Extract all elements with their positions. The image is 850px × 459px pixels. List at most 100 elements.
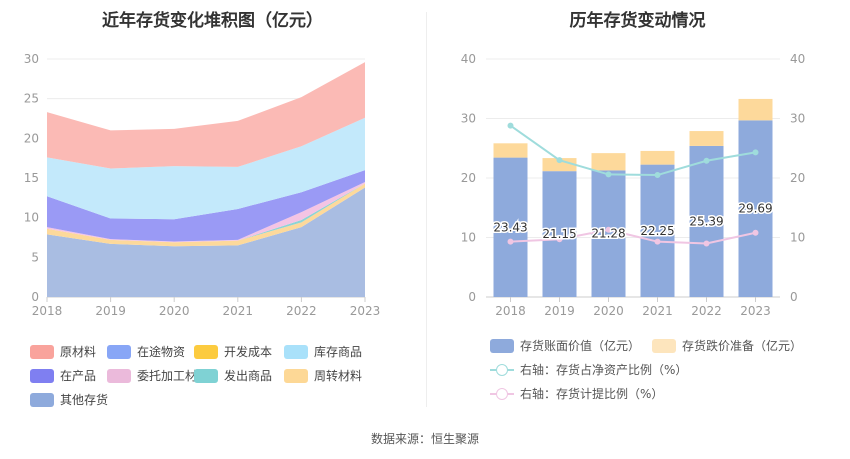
left-legend-item[interactable]: 开发成本 [194,343,272,360]
bar-value-label: 21.15 [542,227,576,241]
bar-value-label: 23.43 [493,220,527,234]
line-point [703,240,710,247]
line-point [507,238,514,245]
bar-存货账面价值（亿元） [591,170,626,297]
right-x-tick-label: 2023 [740,304,771,318]
bar-value-label: 22.25 [640,224,674,238]
legend-label: 存货跌价准备（亿元） [682,339,803,353]
right-y2-tick-label: 20 [790,171,805,185]
right-y2-tick-label: 40 [790,52,805,66]
legend-swatch [490,387,514,401]
left-x-tick-label: 2019 [95,304,126,318]
left-legend-item[interactable]: 其他存货 [30,391,108,408]
line-point [556,157,563,164]
left-legend-item[interactable]: 发出商品 [194,367,272,384]
right-y-tick-label: 0 [468,290,476,304]
right-chart-title: 历年存货变动情况 [569,11,706,31]
legend-swatch [30,392,54,407]
legend-label: 在产品 [60,369,97,383]
area-series-周转材料 [47,183,365,247]
left-legend-item[interactable]: 原材料 [30,343,96,360]
legend-label: 其他存货 [60,393,109,407]
bar-存货账面价值（亿元） [640,164,675,297]
legend-swatch [30,344,54,359]
legend-swatch [284,344,308,359]
legend-label: 存货账面价值（亿元） [520,339,641,353]
right-legend-item[interactable]: 右轴：存货占净资产比例（%） [490,361,687,378]
bar-存货账面价值（亿元） [689,145,724,297]
left-y-tick-label: 0 [31,290,39,304]
line-point [507,122,514,129]
right-y2-tick-label: 30 [790,112,805,126]
panel-divider [426,12,427,407]
left-x-tick-label: 2021 [223,304,254,318]
right-x-tick-label: 2020 [593,304,624,318]
legend-swatch [107,344,131,359]
line-point [703,157,710,164]
left-legend-item[interactable]: 在途物资 [107,343,185,360]
legend-label: 右轴：存货计提比例（%） [520,387,664,401]
left-legend-item[interactable]: 周转材料 [284,367,362,384]
left-y-tick-label: 15 [24,171,39,185]
area-series-其他存货 [47,187,365,297]
line-point [654,172,661,179]
legend-swatch [107,368,131,383]
left-legend-item[interactable]: 库存商品 [284,343,362,360]
right-x-tick-label: 2019 [544,304,575,318]
bar-value-label: 21.28 [591,227,625,241]
line-point [556,236,563,243]
bar-存货跌价准备（亿元） [591,153,626,171]
left-y-tick-label: 20 [24,131,39,145]
legend-label: 右轴：存货占净资产比例（%） [520,363,688,377]
left-y-tick-label: 10 [24,211,39,225]
area-series-库存商品 [47,117,365,220]
bar-存货账面价值（亿元） [542,171,577,297]
legend-label: 周转材料 [314,369,363,383]
area-series-原材料 [47,62,365,169]
right-x-tick-label: 2021 [642,304,673,318]
right-y2-tick-label: 10 [790,231,805,245]
left-legend-item[interactable]: 在产品 [30,367,96,384]
bar-value-label: 25.39 [689,214,723,228]
right-x-tick-label: 2022 [691,304,722,318]
area-series-在产品 [47,170,365,242]
data-source-note: 数据来源：恒生聚源 [370,432,479,446]
left-x-tick-label: 2018 [32,304,63,318]
left-x-tick-label: 2020 [159,304,190,318]
legend-label: 委托加工材料 [137,369,210,383]
line-point [605,171,612,178]
line-point [605,226,612,233]
legend-label: 原材料 [60,345,97,359]
left-chart-title: 近年存货变化堆积图（亿元） [102,11,323,31]
bar-存货跌价准备（亿元） [640,150,675,165]
line-point [654,238,661,245]
left-x-tick-label: 2023 [350,304,381,318]
legend-label: 发出商品 [224,369,273,383]
bar-存货跌价准备（亿元） [493,143,528,158]
line-右轴：存货占净资产比例（%） [509,124,756,177]
right-x-tick-label: 2018 [495,304,526,318]
right-y-tick-label: 10 [461,231,476,245]
bar-存货账面价值（亿元） [493,157,528,297]
left-legend-item[interactable]: 委托加工材料 [107,367,209,384]
legend-swatch [490,338,514,353]
left-y-tick-label: 30 [24,52,39,66]
legend-swatch [490,363,514,377]
bar-存货跌价准备（亿元） [738,98,773,121]
legend-label: 在途物资 [137,345,186,359]
bar-value-label: 29.69 [738,202,772,216]
legend-label: 开发成本 [224,345,273,359]
right-y-tick-label: 40 [461,52,476,66]
legend-swatch [284,368,308,383]
bar-存货跌价准备（亿元） [689,131,724,146]
left-y-tick-label: 5 [31,250,39,264]
line-右轴：存货计提比例（%） [510,228,756,245]
legend-swatch [194,368,218,383]
right-legend-item[interactable]: 存货跌价准备（亿元） [652,337,802,354]
legend-swatch [652,338,676,353]
right-legend-item[interactable]: 右轴：存货计提比例（%） [490,385,663,402]
right-y-tick-label: 30 [461,112,476,126]
line-point [752,229,759,236]
right-legend-item[interactable]: 存货账面价值（亿元） [490,337,640,354]
